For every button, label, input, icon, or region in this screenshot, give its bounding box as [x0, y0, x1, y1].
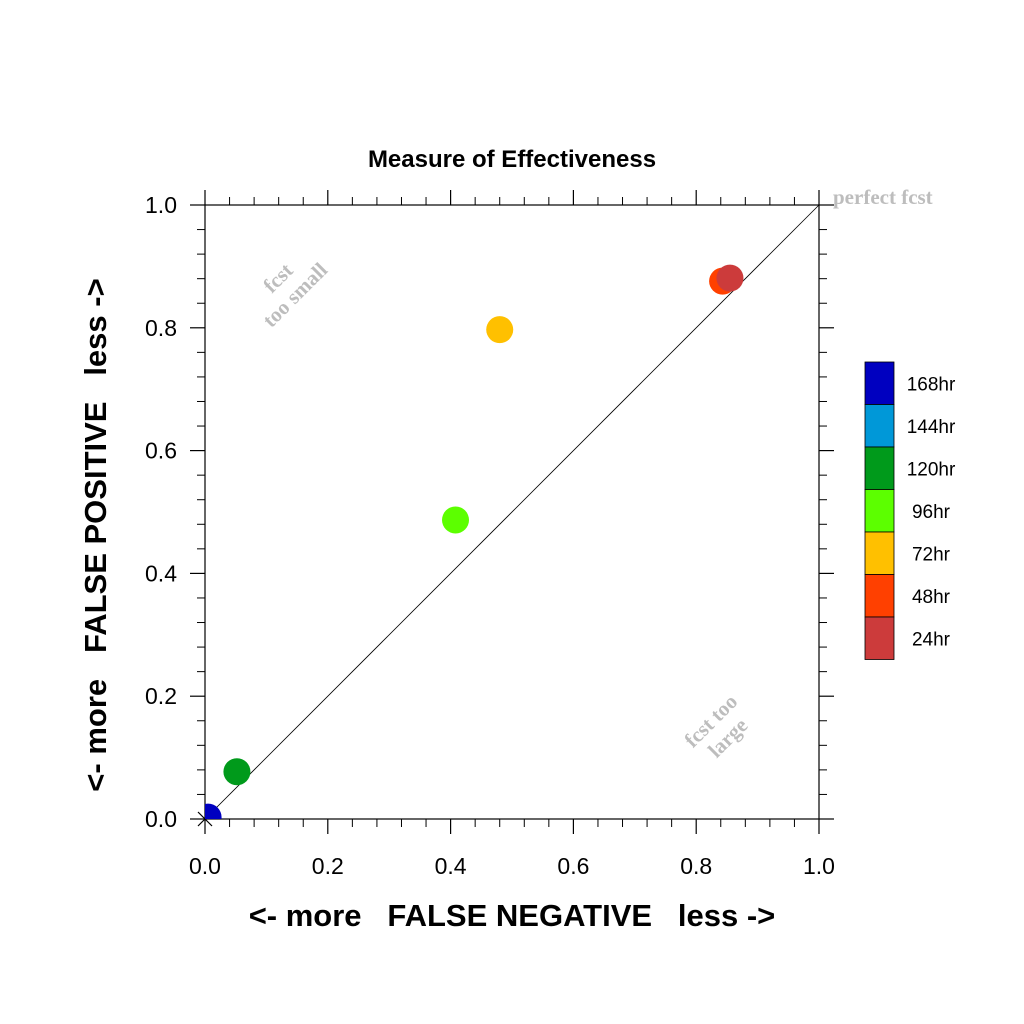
- data-point-24hr: [716, 264, 744, 292]
- legend-swatch-24hr: [864, 616, 895, 660]
- y-tick-label: 0.8: [145, 315, 177, 341]
- data-point-72hr: [486, 316, 514, 344]
- data-point-168hr: [205, 803, 222, 819]
- legend-label-24hr: 24hr: [912, 629, 951, 650]
- perfect-forecast-line: [204, 204, 820, 820]
- legend-swatch-144hr: [864, 404, 895, 448]
- legend-label-72hr: 72hr: [912, 544, 951, 565]
- legend-swatch-96hr: [864, 489, 895, 533]
- legend-label-168hr: 168hr: [907, 374, 956, 395]
- data-points-clipped: [205, 264, 744, 819]
- plot-frame: [204, 204, 820, 820]
- chart-title: Measure of Effectiveness: [368, 146, 656, 173]
- x-tick-label: 0.4: [435, 853, 467, 879]
- legend-label-48hr: 48hr: [912, 587, 951, 608]
- legend-label-96hr: 96hr: [912, 502, 951, 523]
- data-point-96hr: [442, 506, 470, 534]
- y-tick-label: 0.0: [145, 806, 177, 832]
- y-tick-label: 0.2: [145, 683, 177, 709]
- legend: 168hr 144hr 120hr 96hr 72hr 48hr 24hr: [864, 361, 956, 660]
- data-points: [205, 264, 744, 819]
- x-tick-label: 0.8: [680, 853, 712, 879]
- x-tick-label: 0.2: [312, 853, 344, 879]
- major-ticks: [190, 190, 834, 834]
- y-tick-label: 0.6: [145, 438, 177, 464]
- legend-swatch-48hr: [864, 574, 895, 618]
- y-tick-label: 0.4: [145, 560, 177, 586]
- data-point-120hr: [223, 758, 251, 786]
- x-tick-label: 0.0: [189, 853, 221, 879]
- x-tick-label: 1.0: [803, 853, 835, 879]
- x-axis-label: <- more FALSE NEGATIVE less ->: [249, 898, 776, 933]
- legend-label-144hr: 144hr: [907, 417, 956, 438]
- y-tick-label: 1.0: [145, 192, 177, 218]
- annotation-perfect-fcst: perfect fcst: [833, 185, 933, 209]
- y-axis-label: <- more FALSE POSITIVE less ->: [78, 278, 113, 791]
- x-tick-label: 0.6: [557, 853, 589, 879]
- legend-swatch-168hr: [864, 361, 895, 405]
- legend-swatch-120hr: [864, 446, 895, 490]
- y-tick-labels: 0.0 0.2 0.4 0.6 0.8 1.0: [145, 192, 177, 832]
- minor-ticks: [197, 197, 827, 827]
- annotation-fcst-too-small: fcst too small: [258, 258, 332, 332]
- legend-swatch-72hr: [864, 531, 895, 575]
- legend-label-120hr: 120hr: [907, 459, 956, 480]
- annotation-fcst-too-large: fcst too large: [679, 689, 752, 762]
- x-tick-labels: 0.0 0.2 0.4 0.6 0.8 1.0: [189, 853, 835, 879]
